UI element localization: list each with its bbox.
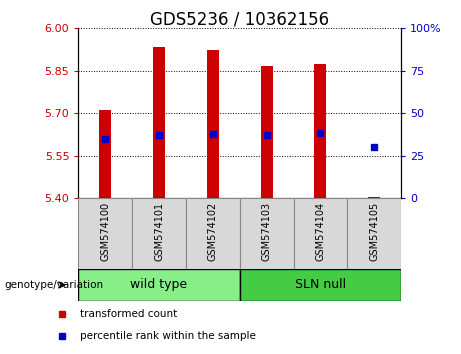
Bar xyxy=(78,269,240,301)
Text: GSM574100: GSM574100 xyxy=(100,202,110,261)
Text: GDS5236 / 10362156: GDS5236 / 10362156 xyxy=(150,11,329,29)
Bar xyxy=(368,197,380,198)
Bar xyxy=(260,66,272,198)
Bar xyxy=(78,198,132,269)
Bar xyxy=(294,198,347,269)
Bar xyxy=(99,110,111,198)
Text: SLN null: SLN null xyxy=(295,279,346,291)
Text: GSM574105: GSM574105 xyxy=(369,202,379,261)
Text: GSM574101: GSM574101 xyxy=(154,202,164,261)
Bar xyxy=(132,198,186,269)
Bar xyxy=(240,269,401,301)
Text: GSM574102: GSM574102 xyxy=(208,202,218,261)
Text: wild type: wild type xyxy=(130,279,188,291)
Text: transformed count: transformed count xyxy=(80,309,177,319)
Bar xyxy=(153,47,165,198)
Text: genotype/variation: genotype/variation xyxy=(5,280,104,290)
Text: GSM574103: GSM574103 xyxy=(261,202,272,261)
Text: percentile rank within the sample: percentile rank within the sample xyxy=(80,331,255,341)
Bar xyxy=(314,64,326,198)
Bar xyxy=(240,198,294,269)
Bar xyxy=(347,198,401,269)
Bar xyxy=(186,198,240,269)
Bar xyxy=(207,50,219,198)
Text: GSM574104: GSM574104 xyxy=(315,202,325,261)
